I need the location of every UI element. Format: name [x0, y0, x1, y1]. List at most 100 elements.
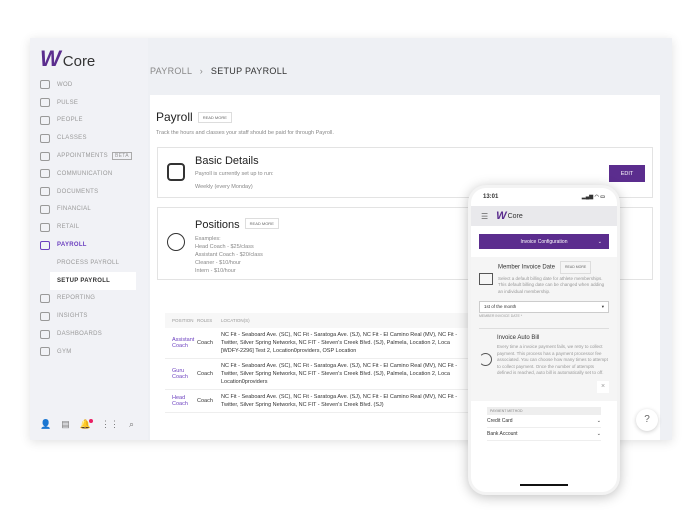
header-position: POSITION — [172, 318, 194, 323]
basic-details-title: Basic Details — [195, 155, 259, 167]
position-link[interactable]: Head Coach — [172, 395, 188, 407]
sidebar-item-label: REPORTING — [57, 295, 96, 302]
sidebar-item-label: PAYROLL — [57, 242, 87, 249]
sidebar-item-gym[interactable]: GYM — [30, 343, 148, 361]
folder-icon — [40, 187, 50, 197]
sidebar-item-label: PEOPLE — [57, 117, 83, 124]
location-line: NC Fit - Seaboard Ave. (SC), NC Fit - Sa… — [221, 332, 458, 338]
logo-text: Core — [62, 53, 96, 70]
sidebar-item-financial[interactable]: FINANCIAL — [30, 201, 148, 219]
sidebar-item-label: APPOINTMENTS — [57, 153, 108, 160]
invoice-date-section: Member Invoice Date READ MORE Select a de… — [471, 257, 617, 401]
read-more-button[interactable]: READ MORE — [197, 112, 232, 124]
bell-icon[interactable]: 🔔 — [79, 419, 93, 429]
sidebar-item-pulse[interactable]: PULSE — [30, 94, 148, 112]
sidebar-item-retail[interactable]: RETAIL — [30, 218, 148, 236]
location-line: Twitter, Silver Spring Networks, NC FIT … — [221, 371, 450, 377]
table-row: Assistant Coach Coach NC Fit - Seaboard Av… — [165, 328, 495, 359]
payment-method-bank-account[interactable]: Bank Account ⌄ — [487, 428, 601, 441]
sidebar-subitem-setup-payroll[interactable]: SETUP PAYROLL — [50, 271, 136, 290]
apps-grid-icon[interactable]: ⋮⋮ — [100, 419, 119, 429]
people-icon — [167, 233, 185, 251]
invoice-date-select[interactable]: 1st of the month ▾ — [479, 301, 609, 313]
invoice-date-text: Select a default billing date for athlet… — [498, 275, 605, 294]
invoice-date-title: Member Invoice Date — [498, 264, 556, 271]
sidebar-item-appointments[interactable]: APPOINTMENTS BETA — [30, 147, 148, 165]
method-label: Bank Account — [487, 430, 518, 437]
basic-details-schedule: Weekly (every Monday) — [195, 184, 253, 190]
sidebar-item-label: CLASSES — [57, 135, 87, 142]
location-line: Twitter, Silver Spring Networks, NC FIT … — [221, 340, 450, 346]
section-label: Invoice Configuration — [520, 238, 568, 245]
cart-icon — [40, 222, 50, 232]
breadcrumb-separator: › — [199, 66, 204, 76]
payment-method-section: PAYMENT METHOD Credit Card ⌄ Bank Account… — [471, 401, 617, 447]
sidebar-item-label: PROCESS PAYROLL — [57, 259, 120, 266]
logo[interactable]: W Core — [40, 46, 95, 72]
sidebar-item-wod[interactable]: WOD — [30, 76, 148, 94]
sidebar: W Core WOD PULSE PEOPLE CLASSES APPOINTMENTS B… — [30, 38, 148, 440]
payment-method-label: PAYMENT METHOD — [487, 406, 601, 415]
sidebar-item-classes[interactable]: CLASSES — [30, 129, 148, 147]
pie-icon — [40, 329, 50, 339]
payment-method-credit-card[interactable]: Credit Card ⌄ — [487, 415, 601, 428]
breadcrumb-parent[interactable]: PAYROLL — [150, 66, 192, 76]
caret-icon: ▾ — [601, 303, 604, 309]
positions-title: Positions — [195, 219, 240, 231]
sidebar-item-label: WOD — [57, 81, 73, 88]
header-roles: ROLES — [197, 318, 213, 323]
location-line: NC Fit - Seaboard Ave. (SC), NC Fit - Sa… — [221, 394, 458, 400]
sidebar-item-label: DASHBOARDS — [57, 331, 103, 338]
sidebar-item-communication[interactable]: COMMUNICATION — [30, 165, 148, 183]
auto-bill-title: Invoice Auto Bill — [497, 334, 540, 341]
role-cell: Coach — [197, 371, 213, 377]
page-title: Payroll READ MORE — [156, 110, 232, 124]
status-time: 13:01 — [483, 194, 499, 200]
sidebar-item-label: PULSE — [57, 99, 79, 106]
sidebar-item-people[interactable]: PEOPLE — [30, 112, 148, 130]
location-line: NC Fit - Seaboard Ave. (SC), NC Fit - Sa… — [221, 363, 458, 369]
locations-cell: NC Fit - Seaboard Ave. (SC), NC Fit - Sa… — [221, 362, 495, 386]
role-cell: Coach — [197, 340, 213, 346]
locations-cell: NC Fit - Seaboard Ave. (SC), NC Fit - Sa… — [221, 331, 495, 355]
position-example: Examples: — [195, 236, 221, 242]
status-icons: ▂▄▆ ◠ ▭ — [581, 194, 605, 200]
locations-cell: NC Fit - Seaboard Ave. (SC), NC Fit - Sa… — [221, 393, 495, 409]
gym-icon — [40, 347, 50, 357]
invoice-read-more-button[interactable]: READ MORE — [560, 261, 592, 274]
close-icon[interactable]: × — [597, 380, 609, 393]
sidebar-item-documents[interactable]: DOCUMENTS — [30, 183, 148, 201]
position-link[interactable]: Assistant Coach — [172, 337, 195, 349]
sidebar-item-label: COMMUNICATION — [57, 170, 113, 177]
mobile-logo-text: Core — [507, 212, 523, 220]
table-row: Guru Coach Coach NC Fit - Seaboard Ave. (S… — [165, 359, 495, 390]
positions-read-more-button[interactable]: READ MORE — [244, 218, 279, 230]
sidebar-item-insights[interactable]: INSIGHTS — [30, 307, 148, 325]
mobile-header: ☰ W Core — [471, 206, 617, 226]
sidebar-item-label: DOCUMENTS — [57, 188, 99, 195]
sidebar-footer: 👤 ▤ 🔔 ⋮⋮ ⌕ — [40, 419, 134, 430]
people-icon — [40, 115, 50, 125]
table-header: POSITION ROLES LOCATION(S) — [165, 313, 495, 328]
clipboard-icon[interactable]: ▤ — [61, 419, 70, 429]
sidebar-item-dashboards[interactable]: DASHBOARDS — [30, 325, 148, 343]
sidebar-item-payroll[interactable]: PAYROLL — [30, 236, 148, 254]
sidebar-subitem-process-payroll[interactable]: PROCESS PAYROLL — [30, 254, 148, 272]
clipboard-icon — [40, 293, 50, 303]
profile-icon[interactable]: 👤 — [40, 419, 52, 429]
position-link[interactable]: Guru Coach — [172, 368, 188, 380]
search-icon[interactable]: ⌕ — [128, 419, 134, 429]
help-button[interactable]: ? — [636, 409, 658, 431]
refresh-icon — [479, 352, 492, 366]
role-cell: Coach — [197, 398, 213, 404]
sidebar-item-label: FINANCIAL — [57, 206, 92, 213]
header-locations: LOCATION(S) — [221, 317, 250, 323]
sidebar-item-reporting[interactable]: REPORTING — [30, 290, 148, 308]
hamburger-icon[interactable]: ☰ — [481, 211, 489, 221]
invoice-date-value: 1st of the month — [484, 303, 517, 309]
edit-button[interactable]: EDIT — [609, 165, 645, 182]
coins-icon — [167, 163, 185, 181]
invoice-configuration-dropdown[interactable]: Invoice Configuration ⌄ — [479, 234, 609, 249]
phone-mockup: 13:01 ▂▄▆ ◠ ▭ ☰ W Core Invoice Configuratio… — [468, 185, 620, 495]
invoice-icon — [479, 273, 493, 285]
